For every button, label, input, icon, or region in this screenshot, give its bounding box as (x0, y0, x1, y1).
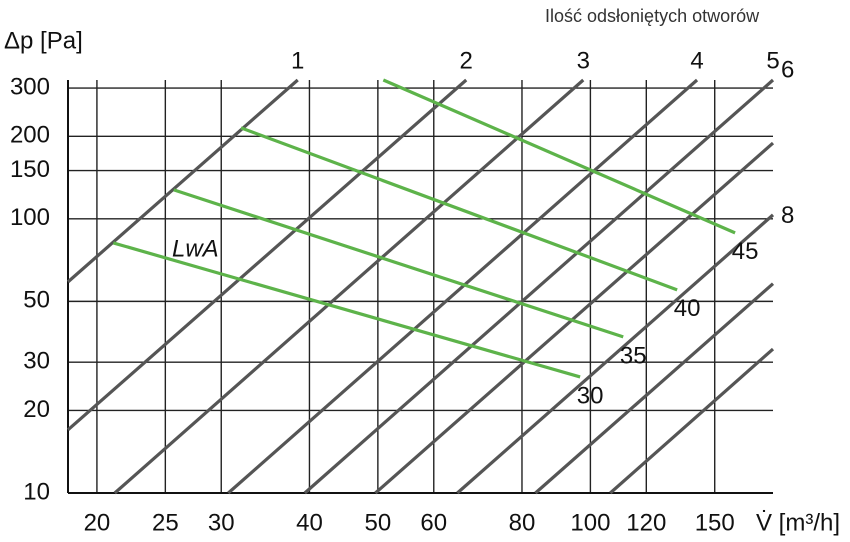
y-tick-label: 30 (23, 348, 50, 375)
curve-label: LwA (172, 235, 219, 262)
series-line (66, 78, 299, 284)
y-tick-label: 100 (10, 204, 50, 231)
series-label: 40 (674, 295, 701, 322)
y-tick-label: 150 (10, 156, 50, 183)
series-line (382, 78, 736, 235)
x-tick-label: 30 (208, 509, 235, 536)
annotation: Ilość odsłoniętych otworów (545, 6, 760, 26)
series-label: 4 (690, 47, 703, 74)
series-line (456, 213, 775, 495)
series-line (173, 188, 624, 339)
x-axis-label: V̇ [m³/h] (756, 509, 840, 537)
y-tick-label: 10 (23, 478, 50, 505)
x-tick-label: 120 (626, 509, 666, 536)
series-line (113, 78, 585, 495)
x-tick-label: 25 (152, 509, 179, 536)
series-label: 1 (291, 47, 304, 74)
series-line (303, 78, 775, 495)
x-tick-label: 80 (509, 509, 536, 536)
series-label: 30 (577, 382, 604, 409)
series-line (227, 78, 699, 495)
y-tick-label: 300 (10, 73, 50, 100)
series-line (374, 141, 775, 495)
y-tick-label: 200 (10, 122, 50, 149)
x-tick-label: 150 (695, 509, 735, 536)
y-tick-label: 50 (23, 287, 50, 314)
y-tick-label: 20 (23, 396, 50, 423)
series-label: 6 (781, 56, 794, 83)
series-line (66, 78, 468, 432)
y-axis-label: Δp [Pa] (4, 27, 83, 54)
series-label: 3 (577, 47, 590, 74)
x-tick-label: 40 (296, 509, 323, 536)
series-label: 5 (766, 47, 779, 74)
x-tick-label: 50 (365, 509, 392, 536)
series-label: 2 (460, 47, 473, 74)
x-tick-label: 100 (570, 509, 610, 536)
x-tick-label: 60 (420, 509, 447, 536)
series-line (534, 282, 775, 495)
x-tick-label: 20 (84, 509, 111, 536)
series-label: 8 (781, 202, 794, 229)
series-label: 45 (732, 238, 759, 265)
series-line (112, 241, 581, 379)
series-label: 35 (620, 342, 647, 369)
series-line (609, 347, 775, 495)
series-line (240, 126, 678, 292)
